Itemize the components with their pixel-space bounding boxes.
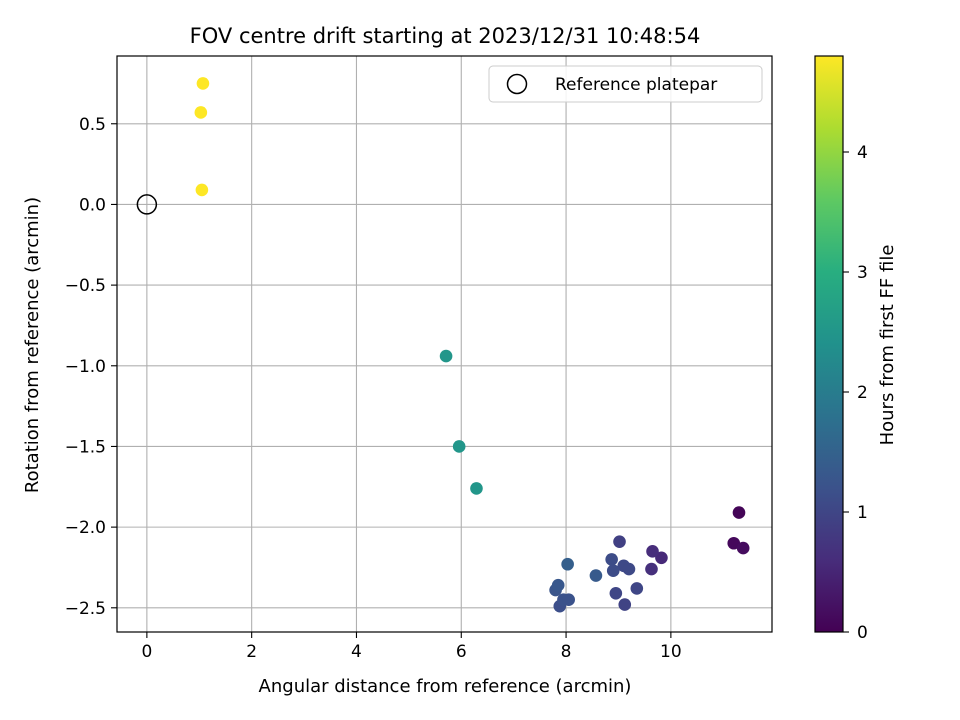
x-tick-label: 10: [660, 642, 682, 662]
y-tick-label: −2.5: [65, 599, 106, 619]
reference-marker: [136, 194, 158, 215]
data-point: [655, 551, 668, 565]
y-tick-label: −2.0: [65, 518, 106, 538]
chart-title: FOV centre drift starting at 2023/12/31 …: [190, 24, 701, 48]
data-point: [452, 440, 466, 453]
reference-platepar-marker: [136, 194, 158, 215]
y-tick-label: −1.5: [65, 437, 106, 457]
grid-lines: [117, 56, 772, 632]
data-point: [439, 349, 453, 363]
data-point: [645, 562, 658, 576]
y-tick-label: 0.5: [79, 115, 106, 135]
data-point: [736, 541, 750, 555]
legend-box: [488, 65, 763, 103]
data-point: [618, 598, 632, 611]
colorbar-ticks: 0 1 2 3 4: [843, 143, 868, 643]
x-axis-ticks: 0 2 4 6 8 10: [141, 632, 682, 662]
legend: Reference platepar: [488, 65, 763, 103]
colorbar-gradient: [814, 55, 844, 633]
data-points: [194, 77, 750, 613]
colorbar-tick-label: 1: [857, 503, 868, 523]
y-tick-label: −1.0: [65, 357, 106, 377]
colorbar-tick-label: 2: [857, 383, 868, 403]
colorbar-label: Hours from first FF file: [877, 245, 898, 446]
data-point: [606, 564, 620, 577]
colorbar-tick-label: 3: [857, 263, 868, 283]
data-point: [622, 562, 636, 576]
data-point: [609, 586, 623, 600]
data-point: [613, 535, 626, 548]
data-point: [561, 557, 574, 571]
x-tick-label: 6: [456, 642, 467, 662]
data-point: [727, 536, 741, 550]
data-point: [646, 545, 659, 558]
x-tick-label: 2: [246, 642, 257, 662]
data-point: [195, 183, 209, 197]
legend-marker-open-circle: [506, 73, 528, 95]
data-point: [470, 482, 483, 495]
x-tick-label: 0: [141, 642, 152, 662]
y-tick-label: −0.5: [65, 276, 106, 296]
colorbar-tick-label: 0: [857, 623, 868, 643]
legend-label: Reference platepar: [555, 75, 717, 95]
colorbar: 0 1 2 3 4 Hours from first FF file: [814, 55, 898, 643]
x-tick-label: 4: [351, 642, 362, 662]
data-point: [605, 553, 618, 566]
x-axis-label: Angular distance from reference (arcmin): [259, 676, 632, 697]
data-point: [562, 593, 575, 607]
x-tick-label: 8: [561, 642, 572, 662]
data-point: [630, 582, 644, 595]
y-axis-ticks: 0.5 0.0 −0.5 −1.0 −1.5 −2.0 −2.5: [65, 115, 117, 619]
data-point: [732, 506, 746, 519]
colorbar-tick-label: 4: [857, 143, 868, 163]
data-point: [196, 77, 210, 90]
y-tick-label: 0.0: [79, 195, 106, 215]
data-point: [551, 578, 565, 592]
data-point: [194, 106, 208, 119]
data-point: [589, 569, 603, 582]
y-axis-label: Rotation from reference (arcmin): [22, 197, 43, 493]
plot-frame: [116, 55, 773, 633]
